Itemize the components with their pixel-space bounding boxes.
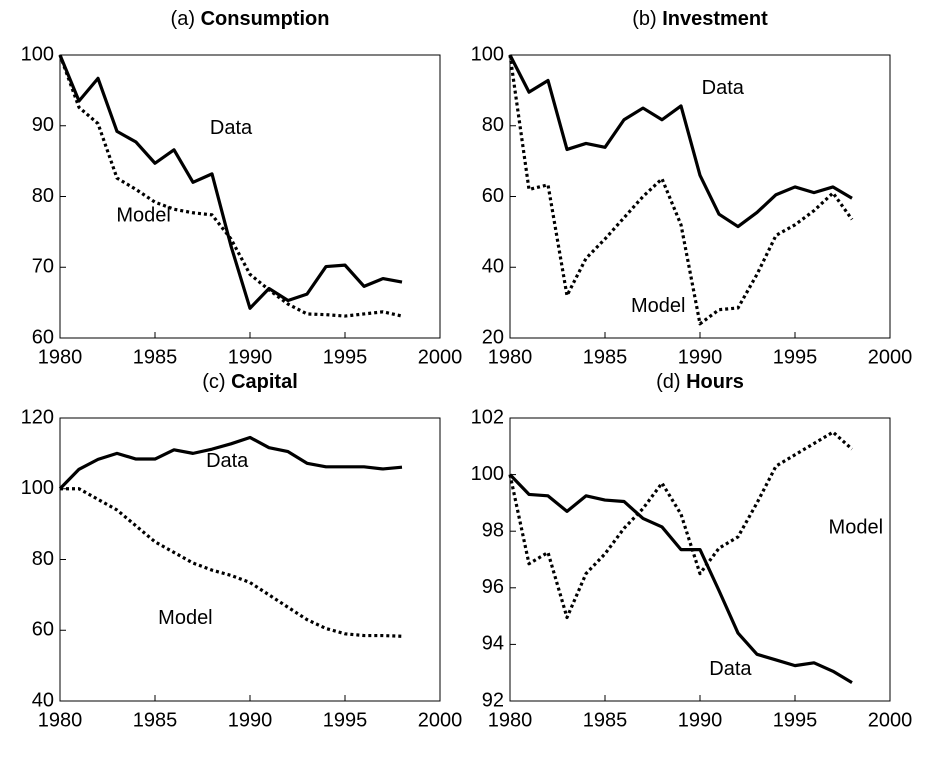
x-tick-label: 1980 (38, 709, 83, 731)
y-tick-label: 100 (471, 43, 504, 65)
panel-title-text: Investment (662, 8, 768, 30)
panel: (c) Capital 1980 1985 1990 1995 2000 40 60 80 100… (21, 371, 463, 731)
y-tick-label: 90 (32, 114, 54, 136)
panel: (d) Hours 1980 1985 1990 1995 2000 92 94 96 98 100… (471, 371, 913, 731)
series-label: Data (210, 117, 253, 139)
y-tick-label: 20 (482, 326, 504, 348)
panel: (a) Consumption 1980 1985 1990 1995 2000 60 70 8… (21, 8, 463, 368)
y-tick-label: 40 (32, 689, 54, 711)
panel-label: (d) (656, 371, 680, 393)
y-tick-label: 98 (482, 519, 504, 541)
y-tick-label: 80 (482, 114, 504, 136)
x-tick-label: 1980 (38, 346, 83, 368)
x-tick-label: 1995 (323, 346, 368, 368)
series-line (58, 54, 403, 310)
x-tick-label: 1995 (773, 709, 818, 731)
plot-frame (59, 54, 441, 339)
series-label: Model (116, 205, 170, 227)
panel-title: (c) Capital (202, 371, 298, 393)
x-tick-label: 1990 (678, 346, 723, 368)
x-tick-label: 2000 (868, 709, 913, 731)
series-line (58, 54, 403, 318)
y-tick-label: 70 (32, 256, 54, 278)
panel-label: (c) (202, 371, 225, 393)
y-tick-label: 94 (482, 633, 504, 655)
panel-title-text: Hours (686, 371, 744, 393)
y-tick-label: 102 (471, 406, 504, 428)
x-tick-label: 1995 (773, 346, 818, 368)
panel-title-text: Capital (231, 371, 298, 393)
x-tick-label: 1985 (583, 709, 628, 731)
series-line (508, 473, 853, 684)
y-tick-label: 100 (21, 477, 54, 499)
x-tick-label: 1980 (488, 346, 533, 368)
series-line (508, 54, 853, 229)
y-tick-label: 60 (32, 619, 54, 641)
x-tick-label: 1985 (133, 346, 178, 368)
x-tick-label: 2000 (418, 709, 463, 731)
panel-label: (b) (632, 8, 656, 30)
series-line (508, 54, 854, 326)
y-tick-label: 40 (482, 256, 504, 278)
y-tick-label: 60 (32, 326, 54, 348)
y-tick-label: 80 (32, 548, 54, 570)
series-label: Model (829, 517, 883, 539)
series-label: Data (702, 77, 745, 99)
series-label: Data (709, 658, 752, 680)
x-tick-label: 2000 (418, 346, 463, 368)
series-label: Model (158, 607, 212, 629)
x-tick-label: 1995 (323, 709, 368, 731)
x-tick-label: 1990 (678, 709, 723, 731)
panel-title: (d) Hours (656, 371, 744, 393)
x-tick-label: 2000 (868, 346, 913, 368)
plot-frame (509, 417, 891, 702)
x-tick-label: 1980 (488, 709, 533, 731)
series-label: Data (206, 450, 249, 472)
y-tick-label: 100 (21, 43, 54, 65)
x-tick-label: 1985 (133, 709, 178, 731)
series-line (508, 430, 854, 620)
x-tick-label: 1990 (228, 346, 273, 368)
x-tick-label: 1990 (228, 709, 273, 731)
panel-label: (a) (171, 8, 195, 30)
x-tick-label: 1985 (583, 346, 628, 368)
y-tick-label: 120 (21, 406, 54, 428)
series-label: Model (631, 295, 685, 317)
y-tick-label: 60 (482, 185, 504, 207)
panel-title: (a) Consumption (171, 8, 330, 30)
y-tick-label: 92 (482, 689, 504, 711)
y-tick-label: 100 (471, 463, 504, 485)
panel: (b) Investment 1980 1985 1990 1995 2000 20 40 60… (471, 8, 913, 368)
series-line (60, 487, 403, 638)
y-tick-label: 80 (32, 185, 54, 207)
plot-frame (59, 417, 441, 702)
series-line (58, 435, 403, 490)
plot-frame (509, 54, 891, 339)
panel-title: (b) Investment (632, 8, 768, 30)
panel-title-text: Consumption (201, 8, 330, 30)
y-tick-label: 96 (482, 576, 504, 598)
